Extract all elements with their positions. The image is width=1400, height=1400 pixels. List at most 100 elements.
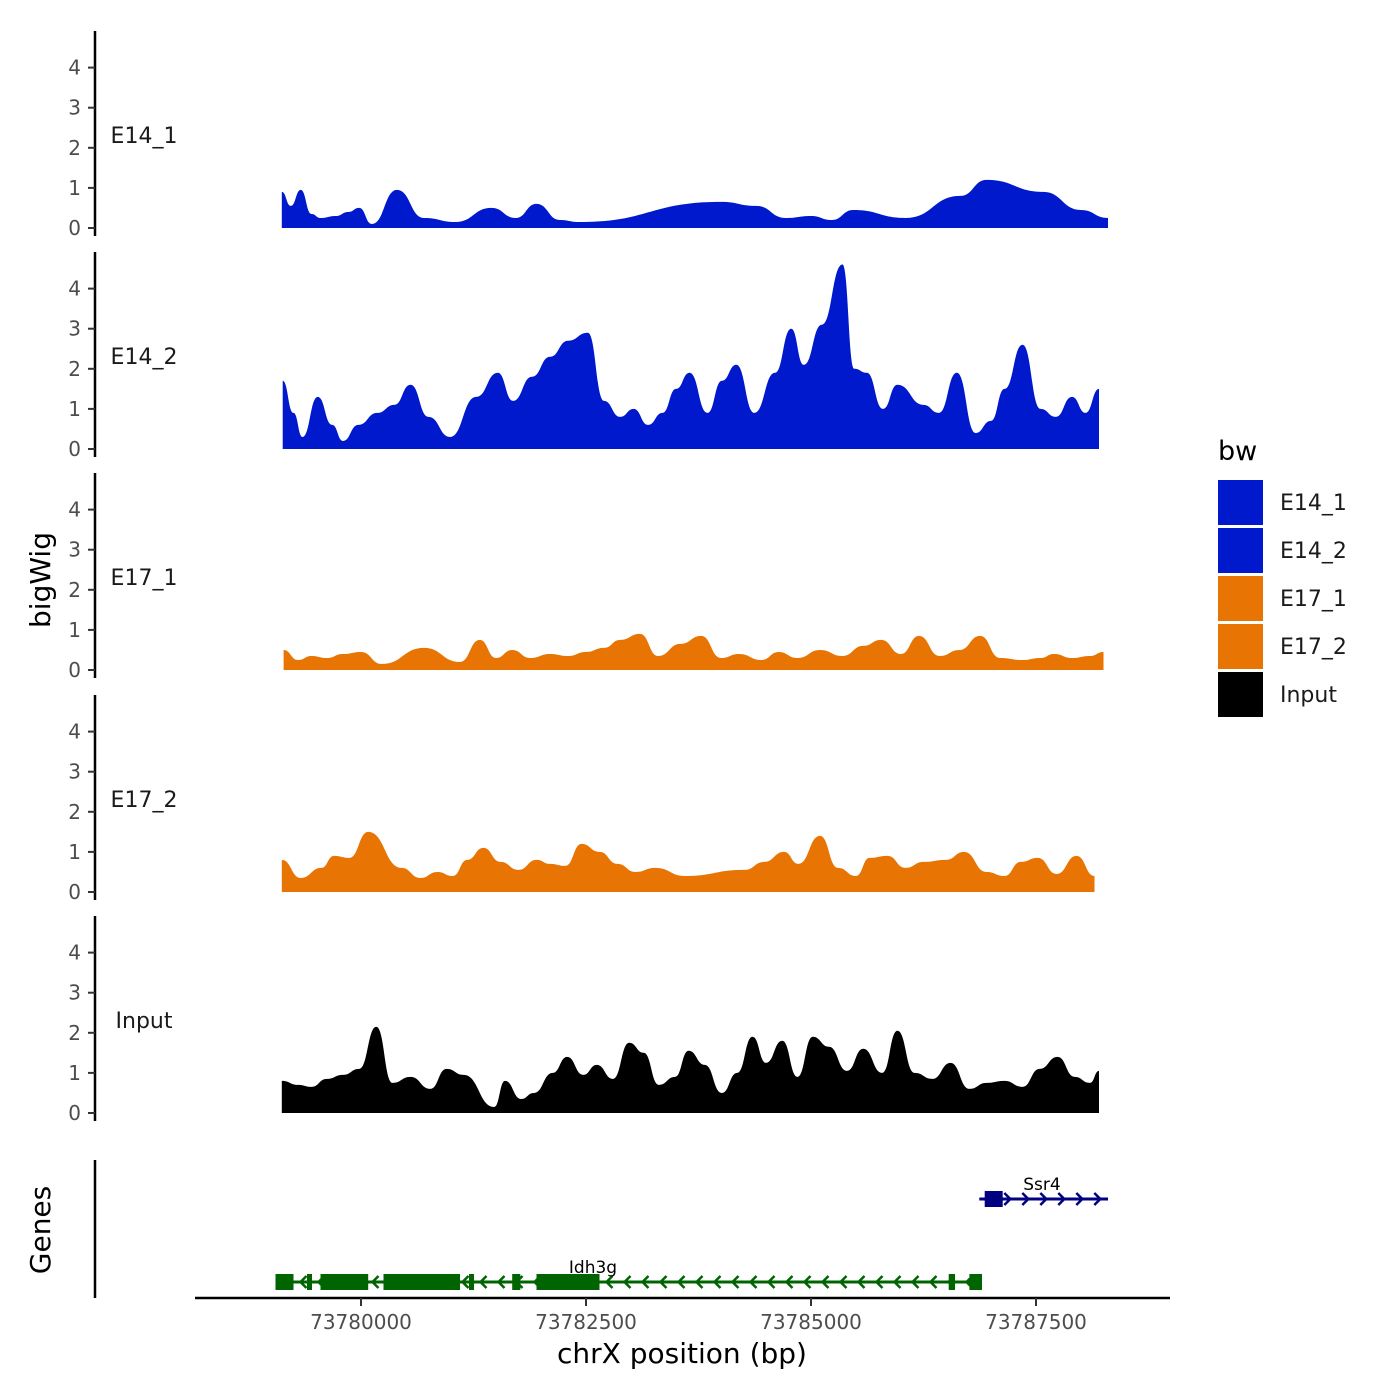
y-tick-label: 3 bbox=[68, 760, 81, 784]
y-tick-label: 2 bbox=[68, 136, 81, 160]
strand-chevron bbox=[694, 1275, 704, 1289]
panel-input: 0 1 2 3 4 Input bbox=[68, 916, 1099, 1125]
legend-entry-e14-1: E14_1 bbox=[1218, 480, 1347, 525]
legend-entry-e17-2: E17_2 bbox=[1218, 624, 1347, 669]
coverage-area-e17-2 bbox=[281, 831, 1095, 892]
strand-chevron bbox=[784, 1275, 794, 1289]
strand-chevron bbox=[676, 1275, 686, 1289]
track-panels: 0 1 2 3 4 E14_1 0 1 2 3 4 E14_2 0 1 2 3 4 E17_1 0 1 2 3 4 E17_2… bbox=[68, 31, 1108, 1125]
y-tick-label: 0 bbox=[68, 216, 81, 240]
gene-label: Ssr4 bbox=[1023, 1175, 1060, 1195]
legend: bw E14_1 E14_2 E17_1 E17_2 Input bbox=[1218, 436, 1347, 717]
legend-title: bw bbox=[1218, 436, 1257, 467]
y-tick-label: 2 bbox=[68, 357, 81, 381]
strand-chevron bbox=[928, 1275, 938, 1289]
y-tick-label: 1 bbox=[68, 397, 81, 421]
strand-chevron bbox=[478, 1275, 488, 1289]
panel-label: E17_1 bbox=[111, 566, 178, 591]
y-tick-label: 0 bbox=[68, 658, 81, 682]
strand-chevron bbox=[658, 1275, 668, 1289]
legend-label: Input bbox=[1280, 683, 1337, 708]
y-tick-label: 4 bbox=[68, 498, 81, 522]
x-tick-label: 73782500 bbox=[535, 1310, 637, 1334]
genes-panel: Ssr4 Idh3g bbox=[93, 1160, 1108, 1298]
gene-exon bbox=[984, 1191, 1003, 1207]
panel-e17-1: 0 1 2 3 4 E17_1 bbox=[68, 473, 1104, 682]
legend-swatch bbox=[1218, 672, 1263, 717]
strand-chevron bbox=[1003, 1192, 1013, 1206]
y-axis-title: bigWig bbox=[24, 532, 57, 628]
y-tick-label: 4 bbox=[68, 56, 81, 80]
strand-chevron bbox=[766, 1275, 776, 1289]
gene-exon bbox=[512, 1274, 521, 1290]
gene-exon bbox=[307, 1274, 312, 1290]
y-tick-label: 1 bbox=[68, 176, 81, 200]
legend-swatch bbox=[1218, 480, 1263, 525]
y-tick-label: 1 bbox=[68, 618, 81, 642]
gene-label: Idh3g bbox=[569, 1258, 617, 1278]
strand-chevron bbox=[802, 1275, 812, 1289]
strand-chevron bbox=[1039, 1192, 1049, 1206]
strand-chevron bbox=[820, 1275, 830, 1289]
strand-chevron bbox=[496, 1275, 506, 1289]
coverage-area-e14-2 bbox=[282, 264, 1099, 449]
gene-exon bbox=[320, 1274, 369, 1290]
gene-exon bbox=[275, 1274, 294, 1290]
strand-chevron bbox=[1057, 1192, 1067, 1206]
strand-chevron bbox=[622, 1275, 632, 1289]
legend-label: E17_1 bbox=[1280, 587, 1347, 612]
x-tick-label: 73787500 bbox=[985, 1310, 1087, 1334]
genes-axis-title: Genes bbox=[24, 1186, 57, 1274]
legend-label: E17_2 bbox=[1280, 635, 1347, 660]
strand-chevron bbox=[838, 1275, 848, 1289]
y-tick-label: 0 bbox=[68, 880, 81, 904]
gene-exon bbox=[383, 1274, 460, 1290]
y-tick-label: 4 bbox=[68, 941, 81, 965]
coverage-area-input bbox=[281, 1026, 1099, 1113]
strand-chevron bbox=[1021, 1192, 1031, 1206]
panel-label: E14_1 bbox=[111, 124, 178, 149]
strand-chevron bbox=[460, 1275, 470, 1289]
y-tick-label: 1 bbox=[68, 840, 81, 864]
strand-chevron bbox=[604, 1275, 614, 1289]
y-tick-label: 3 bbox=[68, 538, 81, 562]
y-tick-label: 2 bbox=[68, 578, 81, 602]
strand-chevron bbox=[712, 1275, 722, 1289]
legend-entry-input: Input bbox=[1218, 672, 1337, 717]
y-tick-label: 4 bbox=[68, 277, 81, 301]
legend-label: E14_2 bbox=[1280, 539, 1347, 564]
strand-chevron bbox=[748, 1275, 758, 1289]
gene-ssr4: Ssr4 bbox=[979, 1175, 1108, 1207]
strand-chevron bbox=[370, 1275, 380, 1289]
strand-chevron bbox=[1075, 1192, 1085, 1206]
x-tick-label: 73780000 bbox=[310, 1310, 412, 1334]
strand-chevron bbox=[1093, 1192, 1103, 1206]
panel-e17-2: 0 1 2 3 4 E17_2 bbox=[68, 695, 1095, 904]
legend-label: E14_1 bbox=[1280, 491, 1347, 516]
y-tick-label: 2 bbox=[68, 800, 81, 824]
y-tick-label: 1 bbox=[68, 1061, 81, 1085]
panel-e14-1: 0 1 2 3 4 E14_1 bbox=[68, 31, 1108, 240]
y-tick-label: 3 bbox=[68, 96, 81, 120]
y-tick-label: 2 bbox=[68, 1021, 81, 1045]
strand-chevron bbox=[640, 1275, 650, 1289]
legend-swatch bbox=[1218, 624, 1263, 669]
gene-exon bbox=[969, 1274, 982, 1290]
strand-chevron bbox=[892, 1275, 902, 1289]
gene-exon bbox=[948, 1274, 955, 1290]
coverage-area-e14-1 bbox=[281, 179, 1108, 228]
panel-label: Input bbox=[116, 1009, 173, 1034]
x-tick-label: 73785000 bbox=[760, 1310, 862, 1334]
panel-label: E14_2 bbox=[111, 345, 178, 370]
x-axis-title: chrX position (bp) bbox=[557, 1337, 807, 1370]
gene-exon bbox=[469, 1274, 474, 1290]
legend-swatch bbox=[1218, 528, 1263, 573]
gene-exon bbox=[536, 1274, 600, 1290]
y-tick-label: 3 bbox=[68, 981, 81, 1005]
strand-chevron bbox=[910, 1275, 920, 1289]
panel-label: E17_2 bbox=[111, 788, 178, 813]
y-tick-label: 0 bbox=[68, 437, 81, 461]
legend-entry-e14-2: E14_2 bbox=[1218, 528, 1347, 573]
legend-swatch bbox=[1218, 576, 1263, 621]
x-axis: 73780000 73782500 73785000 73787500 bbox=[195, 1296, 1170, 1334]
